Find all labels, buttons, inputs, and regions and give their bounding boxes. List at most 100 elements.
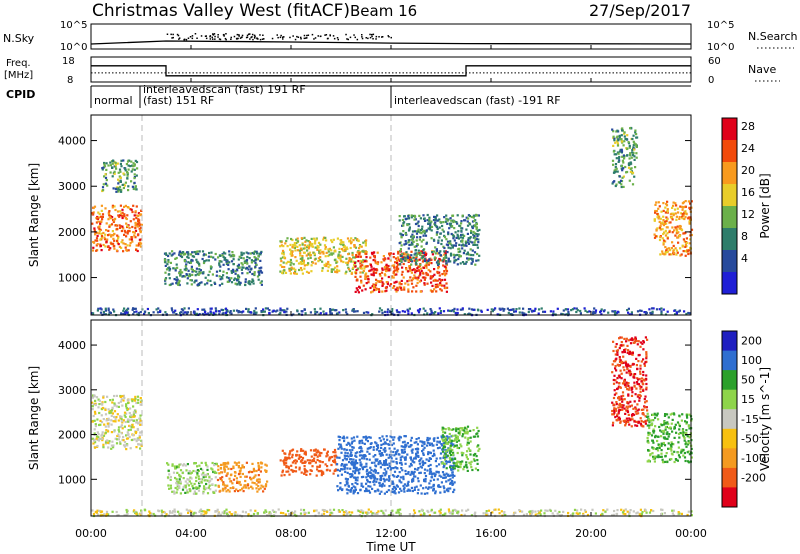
velocity-cell — [121, 395, 124, 398]
velocity-cell — [617, 406, 620, 409]
power-cell — [411, 230, 415, 233]
velocity-cell — [466, 469, 469, 472]
power-cell — [672, 201, 675, 204]
power-cell — [239, 281, 242, 284]
velocity-cell — [335, 469, 338, 472]
power-cell — [389, 284, 392, 287]
power-cell — [423, 254, 426, 257]
velocity-cell — [644, 415, 647, 418]
power-cell — [139, 241, 142, 244]
velocity-cell — [213, 470, 216, 473]
power-cell — [221, 282, 224, 285]
power-cell — [346, 237, 350, 240]
power-cell — [414, 271, 417, 274]
power-cell — [286, 307, 289, 310]
power-cell — [429, 277, 432, 280]
velocity-cell — [213, 464, 216, 467]
velocity-cell — [402, 484, 405, 488]
power-cell — [125, 163, 128, 166]
power-cell — [333, 250, 336, 253]
power-cell — [673, 309, 676, 312]
velocity-cell — [629, 342, 633, 345]
velocity-cell — [247, 487, 250, 490]
power-cell — [195, 267, 198, 270]
power-cell — [111, 175, 114, 178]
velocity-cell — [119, 415, 122, 418]
velocity-cell — [192, 487, 195, 490]
power-cell — [113, 172, 116, 175]
power-cell — [119, 179, 122, 182]
velocity-cell — [321, 470, 324, 473]
velocity-cell — [461, 460, 464, 463]
power-cell — [352, 309, 355, 312]
power-cell — [289, 258, 292, 262]
nsky-point — [213, 33, 216, 35]
power-cell — [419, 263, 422, 266]
power-cell — [466, 257, 469, 260]
power-cell — [442, 272, 446, 275]
power-cell — [415, 245, 418, 248]
velocity-cell — [226, 462, 229, 465]
power-cell — [431, 284, 434, 287]
velocity-cell — [382, 472, 385, 475]
power-cell — [615, 140, 619, 143]
power-cell — [111, 230, 114, 233]
velocity-cell — [117, 419, 120, 422]
velocity-cell — [449, 464, 452, 467]
velocity-cell — [439, 491, 442, 494]
power-cell — [689, 216, 692, 219]
velocity-cell — [217, 468, 220, 471]
power-cell — [655, 308, 659, 311]
power-cell — [193, 270, 196, 273]
velocity-cell — [215, 471, 218, 474]
power-cell — [454, 244, 457, 247]
velocity-cell — [448, 432, 451, 436]
power-cell — [289, 243, 292, 246]
power-cell — [242, 266, 245, 269]
power-cell — [411, 268, 414, 272]
velocity-cell — [298, 468, 301, 471]
power-cell — [124, 181, 127, 184]
power-cell — [459, 308, 462, 311]
power-cell — [422, 272, 425, 275]
power-cell — [98, 213, 101, 216]
velocity-cell — [320, 472, 324, 475]
power-cell — [190, 279, 193, 282]
power-cell — [362, 259, 365, 262]
power-cell — [221, 254, 224, 257]
velocity-cell — [131, 400, 134, 403]
power-cell — [382, 258, 385, 261]
power-cell — [618, 134, 621, 137]
velocity-cell — [611, 413, 614, 416]
velocity-cell — [343, 439, 346, 443]
velocity-cell — [132, 411, 135, 414]
power-cell — [421, 256, 425, 259]
velocity-cell — [468, 449, 472, 452]
velocity-cell — [100, 437, 103, 440]
freq-panel: Freq. [MHz] 18 8 60 0 Nave — [4, 56, 780, 86]
velocity-cell — [345, 448, 348, 451]
power-cell — [468, 313, 472, 316]
velocity-cell — [258, 467, 261, 470]
nsky-tick-bottom: 10^0 — [60, 42, 87, 53]
velocity-cell — [451, 439, 454, 442]
velocity-cell — [241, 472, 244, 476]
power-cell — [424, 234, 428, 237]
power-cell — [250, 259, 253, 262]
power-cell — [237, 258, 240, 261]
power-cell — [620, 183, 623, 186]
power-cell — [443, 270, 446, 273]
power-cell — [622, 185, 625, 188]
velocity-cell — [630, 337, 634, 340]
power-cell — [415, 284, 418, 287]
power-cell — [121, 211, 124, 214]
velocity-cell — [350, 451, 353, 454]
velocity-cell — [408, 489, 411, 492]
velocity-cell — [290, 449, 293, 452]
power-cell — [391, 309, 394, 313]
power-cell — [378, 307, 382, 310]
velocity-cell — [219, 477, 222, 480]
power-cell — [630, 167, 633, 170]
velocity-cell — [637, 383, 641, 386]
power-cell — [171, 309, 174, 312]
